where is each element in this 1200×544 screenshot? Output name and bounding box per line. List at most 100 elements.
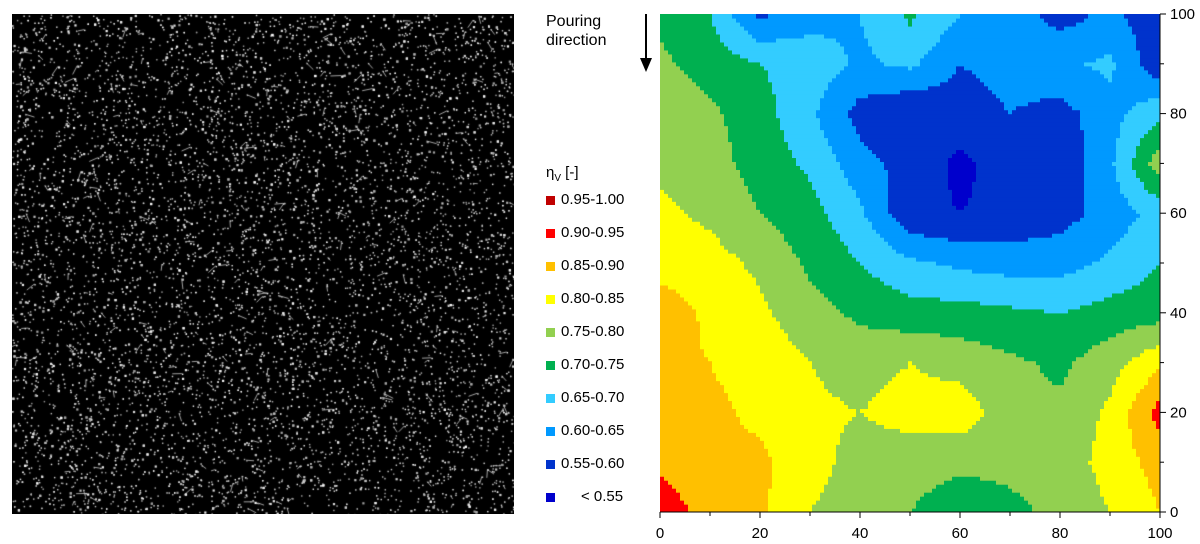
contour-cell xyxy=(716,328,721,334)
contour-cell xyxy=(784,141,789,147)
contour-cell xyxy=(772,69,777,75)
contour-cell xyxy=(732,476,737,481)
contour-cell xyxy=(808,77,813,83)
contour-cell xyxy=(816,288,821,294)
contour-cell xyxy=(664,320,669,326)
contour-cell xyxy=(740,392,745,398)
contour-cell xyxy=(688,101,693,107)
contour-cell xyxy=(684,376,689,382)
contour-cell xyxy=(700,280,705,286)
contour-cell xyxy=(660,205,665,210)
contour-cell xyxy=(768,29,773,35)
contour-cell xyxy=(800,165,805,170)
contour-cell xyxy=(728,408,733,413)
contour-cell xyxy=(768,364,773,370)
contour-cell xyxy=(792,272,797,278)
contour-cell xyxy=(804,53,809,59)
contour-cell xyxy=(756,57,761,63)
contour-cell xyxy=(812,129,817,135)
contour-cell xyxy=(660,97,665,103)
contour-cell xyxy=(696,177,701,182)
contour-cell xyxy=(688,280,693,286)
contour-cell xyxy=(700,49,705,55)
contour-cell xyxy=(712,344,717,350)
contour-cell xyxy=(736,173,741,178)
contour-cell xyxy=(740,109,745,115)
contour-cell xyxy=(744,340,749,346)
contour-cell xyxy=(664,328,669,334)
contour-cell xyxy=(716,57,721,63)
contour-cell xyxy=(700,61,705,67)
contour-cell xyxy=(672,408,677,413)
contour-cell xyxy=(744,233,749,238)
contour-cell xyxy=(764,205,769,210)
contour-cell xyxy=(792,364,797,370)
contour-cell xyxy=(776,249,781,254)
contour-cell xyxy=(744,189,749,194)
contour-cell xyxy=(700,105,705,111)
contour-cell xyxy=(788,416,793,421)
contour-cell xyxy=(776,316,781,322)
contour-cell xyxy=(676,157,681,163)
contour-cell xyxy=(680,25,685,31)
contour-cell xyxy=(732,257,737,262)
contour-cell xyxy=(672,464,677,469)
contour-cell xyxy=(684,496,689,501)
contour-cell xyxy=(784,253,789,258)
contour-cell xyxy=(780,233,785,238)
contour-cell xyxy=(732,17,737,23)
contour-cell xyxy=(732,296,737,302)
contour-cell xyxy=(700,137,705,143)
contour-cell xyxy=(764,97,769,103)
contour-cell xyxy=(740,440,745,445)
contour-cell xyxy=(796,109,801,115)
contour-cell xyxy=(776,480,781,485)
contour-cell xyxy=(796,264,801,270)
contour-cell xyxy=(812,153,817,159)
contour-cell xyxy=(692,348,697,354)
contour-cell xyxy=(748,117,753,123)
contour-cell xyxy=(792,492,797,497)
contour-cell xyxy=(764,133,769,139)
contour-cell xyxy=(660,392,665,398)
contour-cell xyxy=(784,57,789,63)
contour-cell xyxy=(712,249,717,254)
contour-cell xyxy=(760,17,765,23)
contour-cell xyxy=(668,336,673,342)
contour-cell xyxy=(664,448,669,453)
contour-cell xyxy=(736,340,741,346)
contour-cell xyxy=(676,268,681,274)
contour-cell xyxy=(664,29,669,35)
contour-cell xyxy=(744,81,749,87)
contour-cell xyxy=(692,368,697,374)
contour-cell xyxy=(716,320,721,326)
contour-cell xyxy=(732,77,737,83)
contour-cell xyxy=(776,292,781,298)
contour-cell xyxy=(700,396,705,402)
contour-cell xyxy=(672,400,677,406)
contour-cell xyxy=(724,109,729,115)
contour-cell xyxy=(804,89,809,95)
contour-cell xyxy=(720,280,725,286)
contour-cell xyxy=(680,424,685,429)
contour-cell xyxy=(812,336,817,342)
contour-cell xyxy=(700,221,705,226)
contour-cell xyxy=(712,65,717,71)
contour-cell xyxy=(716,69,721,75)
contour-cell xyxy=(672,125,677,131)
contour-cell xyxy=(756,464,761,469)
contour-cell xyxy=(760,233,765,238)
contour-cell xyxy=(792,145,797,151)
contour-cell xyxy=(776,173,781,178)
contour-cell xyxy=(660,352,665,358)
contour-cell xyxy=(660,396,665,402)
contour-cell xyxy=(660,472,665,477)
contour-cell xyxy=(736,57,741,63)
contour-cell xyxy=(680,257,685,262)
contour-cell xyxy=(708,117,713,123)
contour-cell xyxy=(764,476,769,481)
contour-cell xyxy=(664,296,669,302)
contour-cell xyxy=(700,432,705,437)
legend-swatch xyxy=(546,261,555,271)
contour-cell xyxy=(796,456,801,461)
